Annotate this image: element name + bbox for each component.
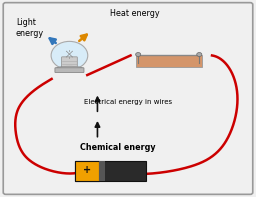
Ellipse shape <box>56 66 83 71</box>
Circle shape <box>136 53 141 57</box>
FancyBboxPatch shape <box>3 3 253 194</box>
Text: Light
energy: Light energy <box>16 18 44 38</box>
FancyBboxPatch shape <box>74 161 100 181</box>
Text: Electrical energy in wires: Electrical energy in wires <box>84 99 172 105</box>
FancyBboxPatch shape <box>136 56 202 67</box>
FancyBboxPatch shape <box>61 57 77 69</box>
FancyBboxPatch shape <box>74 161 146 181</box>
Text: Chemical energy: Chemical energy <box>80 143 156 152</box>
Text: Heat energy: Heat energy <box>110 8 160 18</box>
Text: +: + <box>83 165 91 175</box>
FancyBboxPatch shape <box>100 161 105 181</box>
Circle shape <box>197 53 202 57</box>
Circle shape <box>51 41 88 70</box>
FancyBboxPatch shape <box>55 68 84 72</box>
